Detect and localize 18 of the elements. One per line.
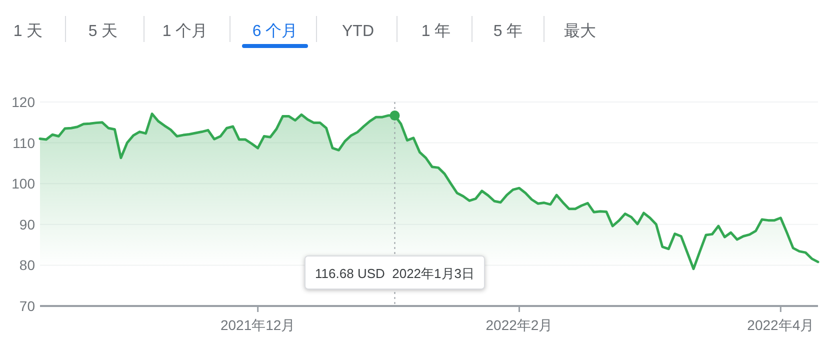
text: 1 天 bbox=[13, 23, 43, 40]
x-tick-label: 2022年2月 bbox=[486, 317, 553, 333]
x-tick-label: 2022年4月 bbox=[747, 317, 814, 333]
text: 5 天 bbox=[88, 23, 118, 40]
text: 1 个月 bbox=[162, 22, 208, 40]
text: YTD bbox=[342, 23, 374, 40]
text: 5 年 bbox=[493, 23, 523, 40]
text: 最大 bbox=[564, 22, 596, 40]
annotation: 116.68 USD 2022年1月3日 bbox=[315, 266, 474, 281]
x-tick-label: 2021年12月 bbox=[220, 317, 296, 333]
y-tick-label: 100 bbox=[12, 176, 36, 192]
y-tick-label: 110 bbox=[12, 134, 36, 151]
y-tick-label: 90 bbox=[19, 216, 36, 232]
y-tick-label: 70 bbox=[19, 298, 36, 314]
y-tick-label: 120 bbox=[12, 94, 36, 110]
text: 1 年 bbox=[421, 23, 451, 40]
text: 6 个月 bbox=[252, 22, 298, 40]
y-tick-label: 80 bbox=[19, 257, 36, 274]
